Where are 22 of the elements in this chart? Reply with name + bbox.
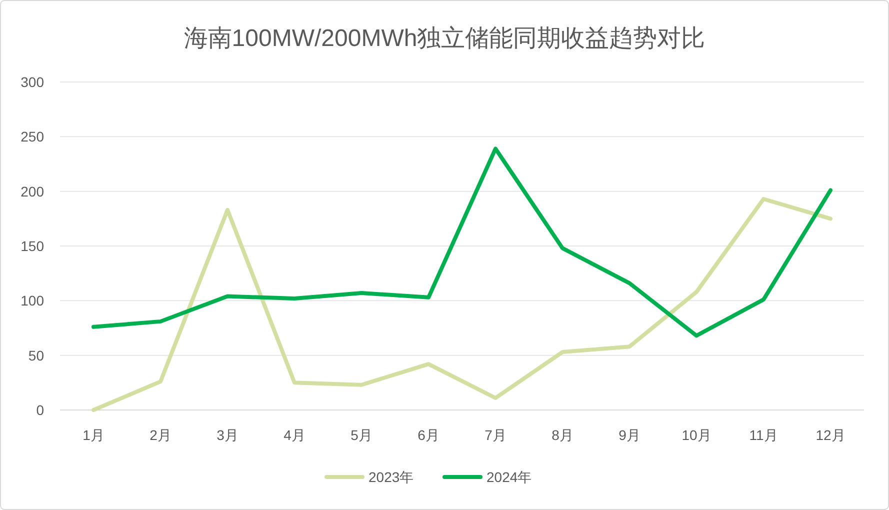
x-tick-label: 9月 <box>618 427 640 443</box>
x-tick-label: 10月 <box>682 427 712 443</box>
x-tick-label: 6月 <box>418 427 440 443</box>
chart-title: 海南100MW/200MWh独立储能同期收益趋势对比 <box>184 25 706 52</box>
x-tick-label: 12月 <box>816 427 846 443</box>
y-tick-label: 250 <box>20 128 44 145</box>
y-tick-label: 0 <box>36 402 44 418</box>
x-tick-label: 11月 <box>749 427 778 443</box>
x-tick-label: 3月 <box>216 427 238 443</box>
legend-label: 2023年 <box>368 469 414 485</box>
y-tick-label: 200 <box>20 183 44 200</box>
y-tick-label: 50 <box>28 347 44 364</box>
x-tick-label: 7月 <box>484 427 506 443</box>
x-tick-label: 2月 <box>150 427 172 443</box>
y-tick-label: 100 <box>20 292 44 309</box>
y-tick-label: 150 <box>20 238 44 254</box>
legend-label: 2024年 <box>486 469 532 485</box>
x-tick-label: 8月 <box>552 427 574 443</box>
x-tick-label: 1月 <box>82 427 104 443</box>
x-tick-label: 4月 <box>284 427 306 443</box>
x-tick-label: 5月 <box>350 427 372 443</box>
y-tick-label: 300 <box>20 74 44 90</box>
